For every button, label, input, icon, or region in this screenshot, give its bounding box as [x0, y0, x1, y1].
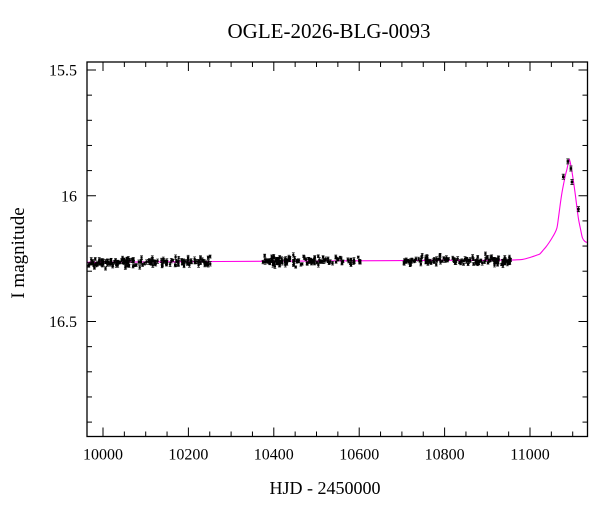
svg-text:10000: 10000 — [83, 447, 123, 464]
svg-text:16.5: 16.5 — [49, 314, 77, 331]
svg-text:10400: 10400 — [254, 447, 294, 464]
svg-text:I magnitude: I magnitude — [8, 207, 29, 298]
svg-text:11000: 11000 — [510, 447, 549, 464]
svg-text:OGLE-2026-BLG-0093: OGLE-2026-BLG-0093 — [228, 19, 431, 43]
svg-text:10800: 10800 — [425, 447, 465, 464]
svg-text:10200: 10200 — [168, 447, 208, 464]
svg-text:10600: 10600 — [339, 447, 379, 464]
svg-text:15.5: 15.5 — [49, 63, 77, 80]
svg-text:HJD - 2450000: HJD - 2450000 — [270, 478, 381, 498]
svg-text:16: 16 — [61, 188, 77, 205]
